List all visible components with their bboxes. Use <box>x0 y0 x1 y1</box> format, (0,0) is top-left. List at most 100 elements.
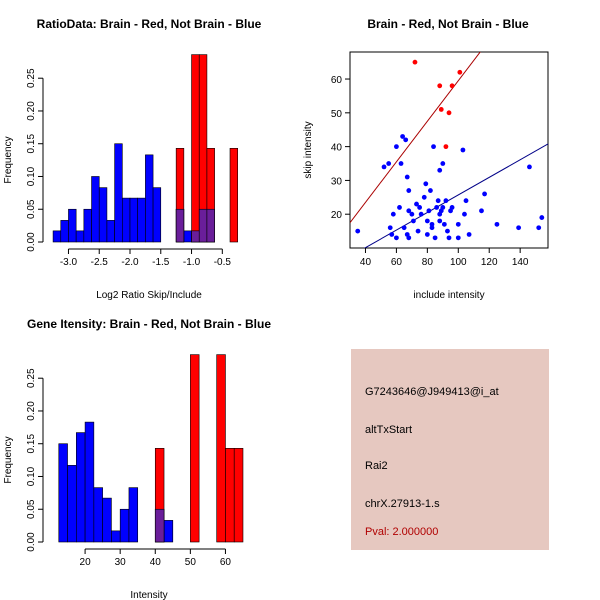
intensity-bar-not-brain <box>111 530 121 543</box>
not-brain-point <box>434 205 440 210</box>
not-brain-point <box>441 221 447 227</box>
not-brain-point <box>424 218 430 224</box>
not-brain-point <box>494 221 500 227</box>
ratio-histogram-y-label: Frequency <box>3 136 14 183</box>
not-brain-point <box>389 232 395 237</box>
ratio-bar-not-brain <box>98 187 108 243</box>
ratio-bar-not-brain <box>106 220 115 243</box>
scatter-x-tick-label: 100 <box>450 257 467 268</box>
not-brain-point <box>455 235 461 241</box>
ratio-bar-not-brain <box>83 208 92 243</box>
not-brain-point <box>539 215 545 220</box>
not-brain-point <box>400 134 405 139</box>
intensity-bar-brain <box>225 448 235 543</box>
not-brain-point <box>428 188 433 193</box>
not-brain-point <box>403 137 409 143</box>
ratio-y-tick-label: 0.25 <box>26 68 37 88</box>
not-brain-point <box>394 235 399 241</box>
locus: chrX.27913-1.s <box>365 498 440 510</box>
not-brain-point <box>449 205 455 210</box>
intensity-bar-not-brain <box>163 520 174 543</box>
intensity-y-tick-label: 0.20 <box>26 401 37 421</box>
ratio-bar-not-brain <box>91 176 100 243</box>
scatter-y-label: skip intensity <box>303 121 314 178</box>
intensity-y-tick-label: 0.00 <box>26 532 37 552</box>
intensity-y-tick-label: 0.10 <box>26 466 37 486</box>
ratio-bar-not-brain <box>137 197 146 243</box>
p-value: Pval: 2.000000 <box>365 526 439 538</box>
intensity-bar-overlap <box>154 508 165 543</box>
intensity-histogram-x-label: Intensity <box>130 590 167 600</box>
not-brain-point <box>406 208 412 214</box>
not-brain-point <box>417 205 423 210</box>
not-brain-point <box>426 208 432 214</box>
ratio-x-tick-label: -1.5 <box>152 257 170 268</box>
ratio-bar-not-brain <box>152 187 162 243</box>
probe-info-panel: G7243646@J949413@i_at altTxStart Rai2 ch… <box>351 349 549 550</box>
scatter-x-tick-label: 60 <box>391 257 403 268</box>
ratio-x-tick-label: -3.0 <box>60 257 78 268</box>
ratio-x-tick-label: -0.5 <box>214 257 232 268</box>
ratio-histogram-x-label: Log2 Ratio Skip/Include <box>96 290 202 301</box>
ratio-bar-overlap <box>206 208 215 243</box>
intensity-bar-not-brain <box>84 421 95 543</box>
ratio-bar-not-brain <box>60 220 69 243</box>
ratio-y-tick-label: 0.00 <box>26 232 37 252</box>
not-brain-point <box>437 218 443 224</box>
not-brain-point <box>415 228 421 234</box>
brain-point <box>457 69 463 75</box>
ratio-histogram-panel: RatioData: Brain - Red, Not Brain - Blue… <box>3 17 262 301</box>
not-brain-point <box>406 235 412 241</box>
scatter-title: Brain - Red, Not Brain - Blue <box>367 17 529 31</box>
not-brain-point <box>482 191 487 197</box>
intensity-x-tick-label: 30 <box>115 557 127 568</box>
intensity-bar-not-brain <box>102 497 112 543</box>
intensity-bar-brain <box>216 354 226 543</box>
ratio-y-tick-label: 0.15 <box>26 134 37 154</box>
ratio-bar-overlap <box>175 208 185 243</box>
not-brain-point <box>432 235 438 241</box>
ratio-histogram-title: RatioData: Brain - Red, Not Brain - Blue <box>37 17 262 31</box>
not-brain-point <box>355 228 361 234</box>
not-brain-point <box>466 232 472 237</box>
not-brain-point <box>409 211 415 217</box>
not-brain-point <box>404 174 410 180</box>
ratio-bar-not-brain <box>183 230 192 243</box>
intensity-bar-not-brain <box>128 487 139 543</box>
not-brain-point <box>397 205 402 210</box>
not-brain-point <box>446 235 452 241</box>
not-brain-point <box>386 161 392 166</box>
not-brain-point <box>414 201 419 207</box>
intensity-x-tick-label: 60 <box>220 557 232 568</box>
ratio-y-tick-label: 0.10 <box>26 166 37 186</box>
intensity-x-tick-label: 20 <box>80 557 92 568</box>
ratio-y-tick-label: 0.05 <box>26 199 37 219</box>
not-brain-point <box>418 211 424 217</box>
scatter-points <box>355 59 545 241</box>
not-brain-point <box>398 161 404 166</box>
intensity-histogram-panel: Gene Itensity: Brain - Red, Not Brain - … <box>3 317 271 600</box>
intensity-y-tick-label: 0.25 <box>26 368 37 388</box>
brain-fit-line <box>350 52 481 223</box>
scatter-y-tick-label: 40 <box>331 143 343 154</box>
scatter-x-tick-label: 80 <box>422 257 434 268</box>
brain-point <box>438 107 444 112</box>
not-brain-point <box>394 144 399 150</box>
not-brain-point <box>479 208 484 214</box>
not-brain-point <box>431 144 436 150</box>
not-brain-point <box>423 181 429 187</box>
intensity-bar-not-brain <box>119 508 130 543</box>
scatter-x-label: include intensity <box>413 290 484 301</box>
intensity-histogram-bars <box>58 354 244 543</box>
not-brain-point <box>516 225 522 231</box>
not-brain-point <box>527 164 532 170</box>
intensity-bar-not-brain <box>76 432 86 543</box>
intensity-bar-not-brain <box>93 487 103 543</box>
not-brain-point <box>536 225 542 231</box>
ratio-bar-brain <box>229 148 238 243</box>
ratio-histogram-bars <box>52 54 238 243</box>
intensity-y-tick-label: 0.05 <box>26 499 37 519</box>
not-brain-point <box>424 232 430 237</box>
probe-id: G7243646@J949413@i_at <box>365 386 499 398</box>
intensity-x-tick-label: 50 <box>185 557 197 568</box>
